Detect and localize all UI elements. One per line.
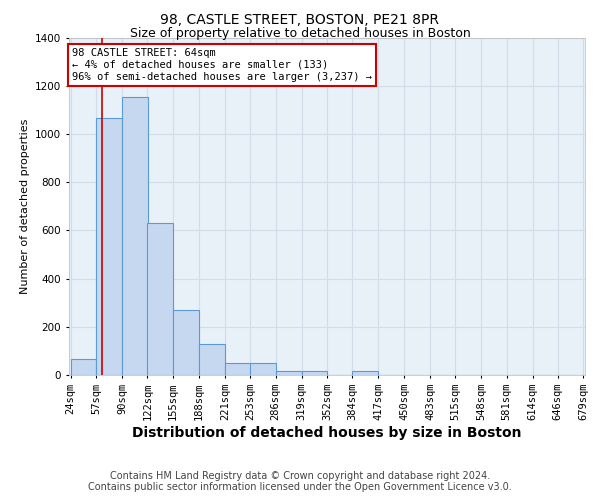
Bar: [173, 310, 199, 375]
Text: 98, CASTLE STREET, BOSTON, PE21 8PR: 98, CASTLE STREET, BOSTON, PE21 8PR: [161, 12, 439, 26]
Bar: [302, 370, 328, 375]
Bar: [352, 370, 378, 375]
Bar: [148, 223, 173, 375]
Bar: [71, 360, 97, 375]
Bar: [199, 344, 225, 375]
Bar: [97, 118, 122, 375]
X-axis label: Distribution of detached houses by size in Boston: Distribution of detached houses by size …: [132, 426, 522, 440]
Y-axis label: Number of detached properties: Number of detached properties: [20, 118, 29, 294]
Text: Size of property relative to detached houses in Boston: Size of property relative to detached ho…: [130, 28, 470, 40]
Bar: [250, 364, 276, 375]
Text: Contains HM Land Registry data © Crown copyright and database right 2024.
Contai: Contains HM Land Registry data © Crown c…: [88, 471, 512, 492]
Bar: [276, 370, 302, 375]
Text: 98 CASTLE STREET: 64sqm
← 4% of detached houses are smaller (133)
96% of semi-de: 98 CASTLE STREET: 64sqm ← 4% of detached…: [72, 48, 372, 82]
Bar: [122, 96, 148, 375]
Bar: [225, 364, 251, 375]
